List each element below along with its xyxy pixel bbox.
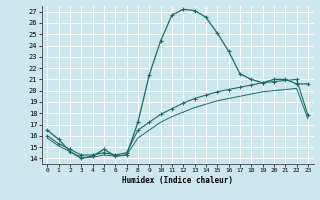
X-axis label: Humidex (Indice chaleur): Humidex (Indice chaleur) <box>122 176 233 185</box>
